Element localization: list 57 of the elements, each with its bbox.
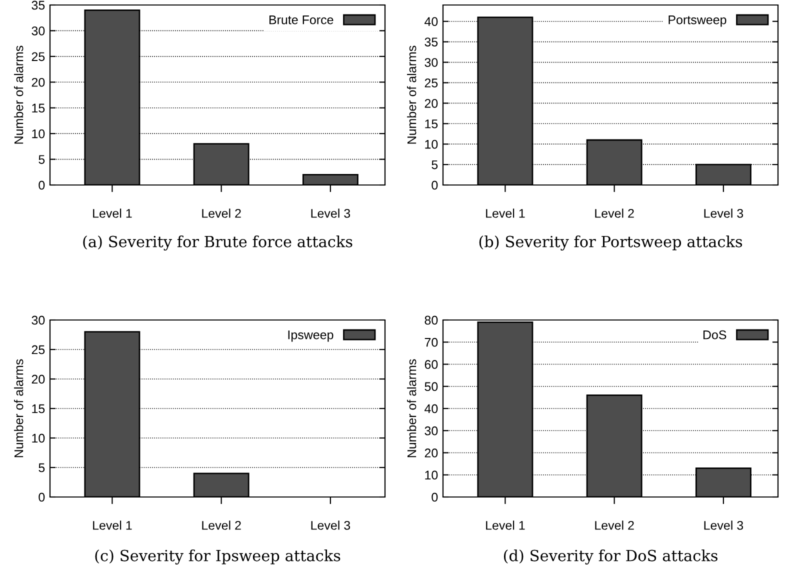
y-tick-label: 30	[32, 316, 45, 325]
text: (d) Severity for DoS attacks	[504, 550, 718, 564]
x-tick-label: Level 2	[202, 208, 241, 218]
x-tick-label: Level 1	[486, 520, 525, 530]
y-tick-label: 15	[425, 120, 438, 128]
x-tick-label: Level 2	[595, 520, 634, 530]
y-tick-label: 35	[424, 38, 438, 46]
y-tick-label: 10	[425, 470, 438, 480]
y-tick-label: 20	[32, 78, 45, 87]
y-tick-label: 80	[424, 316, 438, 325]
text: (b) Severity for Portsweep attacks	[479, 236, 742, 250]
y-tick-label: 25	[32, 52, 45, 62]
y-tick-label: 40	[424, 17, 438, 26]
y-tick-label: 20	[424, 448, 438, 458]
y-tick-label: 15	[32, 404, 45, 414]
y-tick-label: 0	[38, 180, 45, 190]
y-tick-label: 5	[38, 155, 45, 164]
y-axis-title: Number of alarms	[14, 359, 24, 458]
y-tick-label: 15	[32, 104, 45, 113]
y-tick-label: 20	[424, 98, 438, 108]
y-tick-label: 40	[424, 404, 438, 414]
x-tick-label: Level 2	[595, 208, 634, 218]
y-tick-label: 25	[32, 345, 45, 354]
y-tick-label: 35	[32, 0, 45, 10]
y-tick-label: 0	[432, 180, 438, 190]
x-tick-label: Level 1	[93, 520, 132, 530]
y-tick-label: 30	[424, 426, 438, 436]
legend-label: DoS	[703, 330, 726, 340]
y-tick-label: 0	[432, 492, 438, 502]
y-tick-label: 5	[432, 160, 438, 170]
legend-label: Ipsweep	[288, 330, 334, 342]
text: (a) Severity for Brute force attacks	[83, 236, 352, 250]
y-tick-label: 10	[425, 140, 438, 149]
y-tick-label: 60	[424, 360, 438, 369]
y-tick-label: 70	[424, 338, 438, 347]
y-axis-title: Number of alarms	[14, 46, 24, 144]
y-axis-title: Number of alarms	[407, 359, 416, 458]
y-tick-label: 20	[32, 374, 45, 384]
x-tick-label: Level 3	[311, 520, 350, 530]
x-tick-label: Level 3	[704, 208, 744, 218]
y-tick-label: 30	[424, 58, 438, 67]
y-tick-label: 25	[424, 78, 438, 88]
y-tick-label: 10	[32, 129, 45, 138]
text: (c) Severity for Ipsweep attacks	[95, 550, 340, 564]
x-tick-label: Level 2	[202, 520, 241, 530]
y-axis-title: Number of alarms	[407, 46, 416, 144]
y-tick-label: 10	[32, 434, 45, 443]
legend-label: Brute Force	[269, 16, 334, 24]
y-tick-label: 0	[38, 492, 45, 502]
y-tick-label: 50	[424, 382, 438, 392]
x-tick-label: Level 3	[704, 520, 744, 530]
x-tick-label: Level 3	[311, 208, 350, 218]
x-tick-label: Level 1	[93, 208, 132, 218]
y-tick-label: 30	[32, 26, 45, 36]
y-tick-label: 5	[38, 463, 45, 472]
legend-label: Portsweep	[668, 16, 726, 27]
x-tick-label: Level 1	[486, 208, 525, 218]
